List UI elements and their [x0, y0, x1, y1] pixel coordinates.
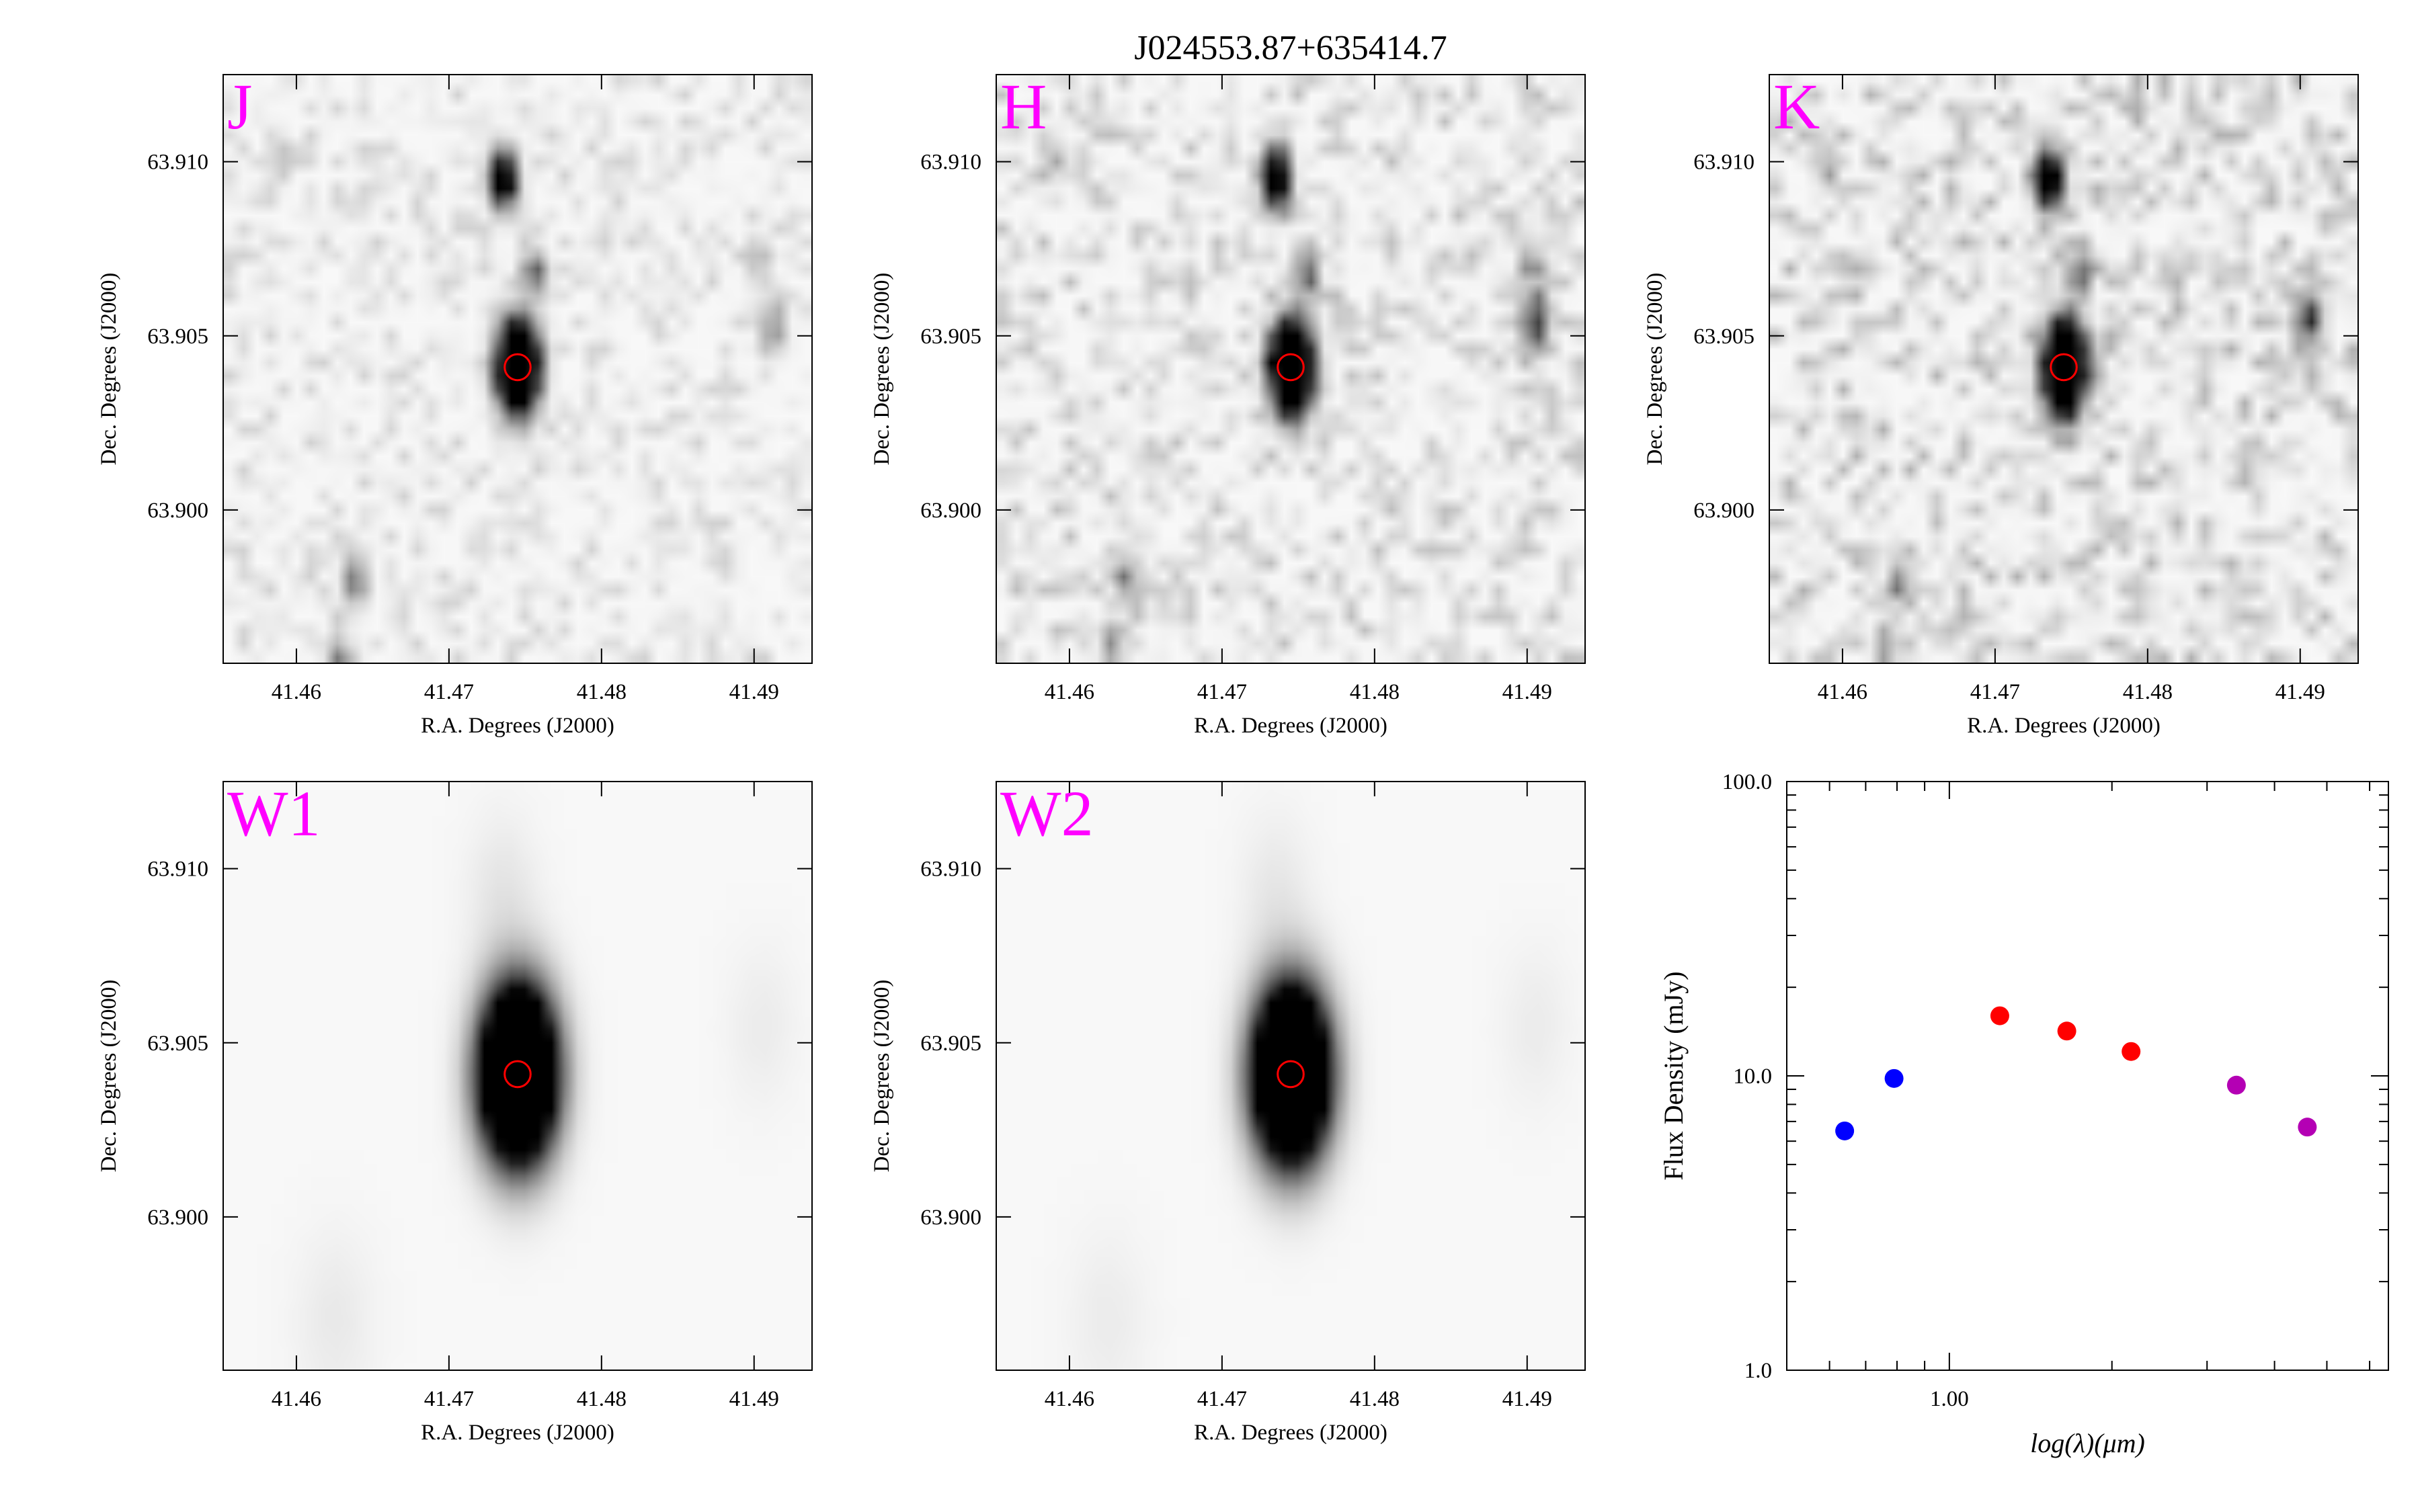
- band-label: J: [227, 71, 252, 142]
- sed-plot: 1.00 1.0 10.0 100.0 log(λ)(μm) Flux Density (…: [1658, 770, 2389, 1458]
- y-tick-label: 63.905: [147, 1032, 208, 1056]
- sed-point: [1884, 1068, 1904, 1088]
- y-tick-label: 63.900: [147, 1206, 208, 1230]
- panel-frame: [996, 781, 1586, 1371]
- figure-title: J024553.87+635414.7: [1134, 29, 1447, 67]
- sed-point: [2226, 1075, 2246, 1095]
- x-tick-label: 41.48: [577, 680, 627, 704]
- x-tick-label: 41.47: [1970, 680, 2020, 704]
- y-tick-label: 63.910: [920, 151, 981, 175]
- image-panel-h: 41.46 41.47 41.48 41.49 63.900 63.905 63.910 R.…: [870, 71, 1586, 738]
- y-tick-label: 63.905: [920, 1032, 981, 1056]
- x-tick-label: 41.48: [577, 1387, 627, 1411]
- y-tick-label: 63.905: [1693, 325, 1755, 349]
- x-tick-label: 41.46: [272, 680, 321, 704]
- x-tick-label: 41.47: [1197, 1387, 1247, 1411]
- aperture-circle: [1277, 353, 1305, 382]
- x-tick-label: 41.46: [1045, 1387, 1094, 1411]
- panel-frame: [223, 781, 813, 1371]
- y-tick-label: 63.905: [920, 325, 981, 349]
- cutout-image: [223, 782, 812, 1370]
- y-tick-label: 63.910: [920, 857, 981, 882]
- y-tick-label: 1.0: [1744, 1359, 1772, 1383]
- image-panel-k: 41.46 41.47 41.48 41.49 63.900 63.905 63.910 R.…: [1643, 71, 2359, 738]
- sed-point: [1990, 1006, 2009, 1025]
- y-tick-label: 63.905: [147, 325, 208, 349]
- x-axis-label: R.A. Degrees (J2000): [1967, 714, 2161, 738]
- y-tick-label: 63.900: [920, 1206, 981, 1230]
- x-tick-label: 41.46: [1818, 680, 1867, 704]
- x-tick-label: 41.49: [2275, 680, 2325, 704]
- sed-frame: [1786, 781, 2389, 1371]
- y-axis-label: Dec. Degrees (J2000): [870, 273, 894, 466]
- x-axis-label: R.A. Degrees (J2000): [421, 714, 614, 738]
- panel-frame: [996, 74, 1586, 664]
- panel-frame: [223, 74, 813, 664]
- cutout-image: [996, 782, 1585, 1370]
- band-label: H: [1000, 71, 1047, 142]
- sed-point: [2057, 1021, 2076, 1041]
- x-tick-label: 41.49: [729, 680, 779, 704]
- y-tick-label: 63.910: [147, 151, 208, 175]
- y-tick-label: 63.900: [1693, 499, 1755, 523]
- panel-frame: [1769, 74, 2359, 664]
- aperture-circle: [2050, 353, 2078, 382]
- x-tick-label: 1.00: [1930, 1387, 1969, 1411]
- sed-point: [2298, 1118, 2317, 1137]
- y-tick-label: 63.900: [920, 499, 981, 523]
- x-axis-label: R.A. Degrees (J2000): [421, 1421, 614, 1445]
- image-panel-w1: 41.46 41.47 41.48 41.49 63.900 63.905 63.910 R.…: [97, 778, 813, 1445]
- y-tick-label: 10.0: [1733, 1064, 1772, 1089]
- y-tick-label: 63.910: [147, 857, 208, 882]
- x-tick-label: 41.47: [1197, 680, 1247, 704]
- x-tick-label: 41.47: [424, 680, 474, 704]
- aperture-circle: [503, 353, 532, 382]
- image-panel-w2: 41.46 41.47 41.48 41.49 63.900 63.905 63.910 R.…: [870, 778, 1586, 1445]
- y-axis-label: Flux Density (mJy): [1658, 971, 1689, 1180]
- x-tick-label: 41.47: [424, 1387, 474, 1411]
- x-axis-label: log(λ)(μm): [2030, 1428, 2145, 1458]
- y-tick-label: 63.900: [147, 499, 208, 523]
- x-tick-label: 41.49: [1502, 1387, 1552, 1411]
- y-axis-label: Dec. Degrees (J2000): [870, 980, 894, 1173]
- aperture-circle: [503, 1060, 532, 1089]
- sed-point: [2122, 1042, 2141, 1061]
- x-tick-label: 41.48: [1350, 1387, 1400, 1411]
- y-tick-label: 63.910: [1693, 151, 1755, 175]
- cutout-image: [1769, 75, 2358, 663]
- band-label: W1: [227, 778, 321, 849]
- x-axis-label: R.A. Degrees (J2000): [1194, 714, 1387, 738]
- y-axis-label: Dec. Degrees (J2000): [97, 980, 121, 1173]
- x-tick-label: 41.48: [2123, 680, 2173, 704]
- aperture-circle: [1277, 1060, 1305, 1089]
- y-tick-label: 100.0: [1722, 770, 1772, 794]
- band-label: W2: [1000, 778, 1094, 849]
- band-label: K: [1773, 71, 1820, 142]
- x-axis-label: R.A. Degrees (J2000): [1194, 1421, 1387, 1445]
- x-tick-label: 41.46: [1045, 680, 1094, 704]
- x-tick-label: 41.49: [729, 1387, 779, 1411]
- x-tick-label: 41.49: [1502, 680, 1552, 704]
- y-axis-label: Dec. Degrees (J2000): [1643, 273, 1667, 466]
- cutout-image: [223, 75, 812, 663]
- x-tick-label: 41.48: [1350, 680, 1400, 704]
- x-tick-label: 41.46: [272, 1387, 321, 1411]
- y-axis-label: Dec. Degrees (J2000): [97, 273, 121, 466]
- image-panel-j: 41.46 41.47 41.48 41.49 63.900 63.905 63.910 R.…: [97, 71, 813, 738]
- cutout-image: [996, 75, 1585, 663]
- sed-point: [1835, 1121, 1855, 1140]
